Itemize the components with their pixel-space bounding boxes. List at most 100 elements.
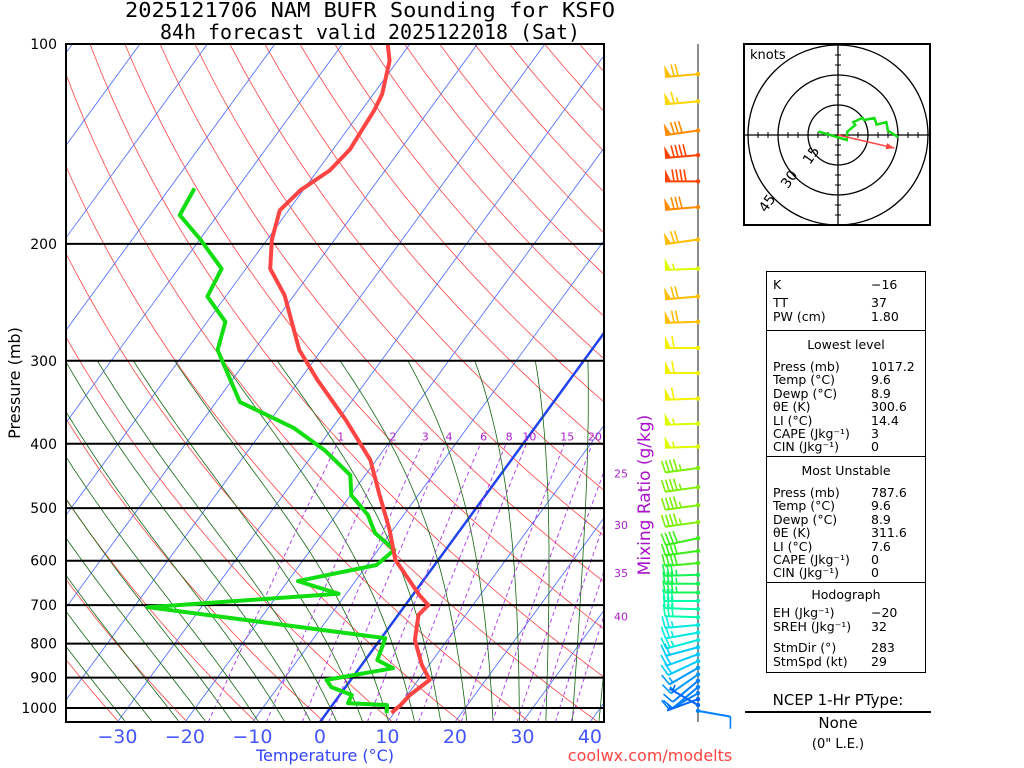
credit-text[interactable]: coolwx.com/modelts: [568, 746, 732, 765]
pressure-tick-label: 800: [30, 637, 57, 653]
pressure-tick-label: 300: [30, 354, 57, 370]
stat-label: StmSpd (kt): [773, 654, 848, 669]
wind-barb-full: [660, 637, 667, 649]
freezing-isotherm-line: [318, 330, 604, 722]
wind-barb: [663, 230, 701, 246]
mixing-ratio-line: [516, 470, 604, 722]
wind-barb-half: [678, 518, 682, 525]
wind-barb-full: [674, 286, 679, 299]
isotherm-line: [66, 44, 208, 239]
wind-barb-full: [662, 580, 666, 593]
wind-barb-half: [668, 677, 674, 683]
moist-adiabat-line: [66, 361, 312, 722]
wind-barb-station: [695, 204, 701, 210]
wind-barb-staff: [670, 673, 699, 695]
wind-barb-full: [664, 497, 671, 510]
mixing-ratio-label: 4: [446, 430, 453, 443]
mixing-ratio-label: 20: [588, 430, 602, 443]
wind-barb-full: [670, 387, 675, 400]
stat-value: 32: [871, 619, 887, 634]
wind-barb-staff: [664, 607, 699, 611]
wind-barb-station: [695, 396, 701, 401]
pressure-tick-label: 100: [30, 37, 57, 53]
wind-barb: [663, 120, 701, 137]
wind-barb-station: [695, 560, 701, 566]
stat-value: 3: [871, 426, 879, 441]
wind-barb-full: [664, 662, 673, 674]
title-line-1: 2025121706 NAM BUFR Sounding for KSFO: [125, 0, 615, 22]
isotherm-line: [66, 44, 546, 701]
wind-barb-station: [695, 658, 701, 664]
wind-barb-station: [695, 615, 701, 620]
dry-adiabat-line: [229, 44, 604, 491]
wind-barb-full: [673, 552, 678, 566]
wind-barb-station: [695, 421, 701, 426]
wind-barb: [664, 196, 701, 211]
wind-barb-staff: [665, 631, 699, 640]
stat-label: Dewp (°C): [773, 385, 838, 401]
wind-barb-flag: [664, 65, 672, 77]
wind-barb-full: [662, 595, 666, 609]
temperature-tick-label: 20: [443, 726, 467, 748]
wind-barb-full: [682, 144, 687, 157]
mixing-ratio-label: 3: [422, 430, 429, 443]
wind-barb-station: [695, 71, 701, 77]
stat-divider: [767, 582, 925, 583]
hodograph-trace: [817, 116, 899, 142]
wind-barb-station: [695, 444, 701, 449]
stat-label: TT: [773, 295, 789, 310]
wind-barb-station: [695, 179, 701, 184]
wind-barb-full: [664, 460, 671, 473]
wind-barb: [661, 672, 701, 695]
wind-barb-full: [665, 563, 670, 576]
wind-barb: [660, 513, 701, 528]
wind-barb-staff: [665, 521, 699, 528]
mixing-ratio-line: [301, 443, 423, 722]
moist-adiabat-line: [66, 411, 286, 722]
wind-barb-full: [670, 197, 675, 210]
temperature-tick-label: 40: [578, 726, 602, 748]
stat-value: −16: [871, 277, 898, 292]
stat-divider: [767, 330, 925, 331]
wind-barb: [664, 63, 701, 78]
moist-adiabat-line: [407, 360, 494, 722]
wind-barb: [664, 387, 701, 401]
wind-barb-full: [661, 553, 666, 567]
wind-barb-full: [670, 286, 675, 299]
wind-barb: [662, 571, 701, 586]
wind-barb-full: [660, 479, 667, 493]
stat-value: 787.6: [871, 485, 907, 500]
wind-barb-full: [673, 230, 679, 243]
wind-barb-station: [695, 684, 701, 690]
stat-label: θE (K): [773, 399, 811, 415]
pressure-tick-label: 1000: [21, 701, 57, 717]
wind-barb-full: [660, 497, 667, 511]
wind-barb-staff: [665, 646, 699, 657]
moist-adiabat-line: [598, 665, 604, 722]
wind-barb-full: [661, 684, 672, 694]
wind-barb: [668, 684, 701, 708]
wind-barb-full: [662, 571, 666, 584]
wind-barb-full: [672, 530, 679, 543]
wind-barb-full: [666, 580, 670, 593]
wind-barb-station: [695, 345, 701, 351]
wind-barb: [664, 144, 701, 159]
wind-barb-full: [670, 91, 675, 104]
stat-value: 7.6: [871, 538, 891, 554]
wind-barb-full: [664, 636, 671, 648]
wind-barb-full: [668, 531, 675, 544]
wind-barb: [665, 169, 701, 184]
stat-value: 283: [871, 640, 895, 655]
wind-barb-staff: [664, 397, 699, 401]
wind-barb-staff: [665, 504, 699, 511]
mixing-ratio-line: [460, 443, 565, 722]
wind-barb-station: [695, 152, 701, 158]
wind-barb-half: [670, 640, 675, 647]
isotherm-line: [387, 424, 604, 722]
wind-barb-station: [695, 622, 701, 628]
stat-value: 9.6: [871, 498, 891, 514]
pressure-tick-label: 400: [30, 437, 57, 453]
wind-barb-flag: [665, 361, 671, 373]
title-line-2: 84h forecast valid 2025122018 (Sat): [160, 20, 580, 44]
